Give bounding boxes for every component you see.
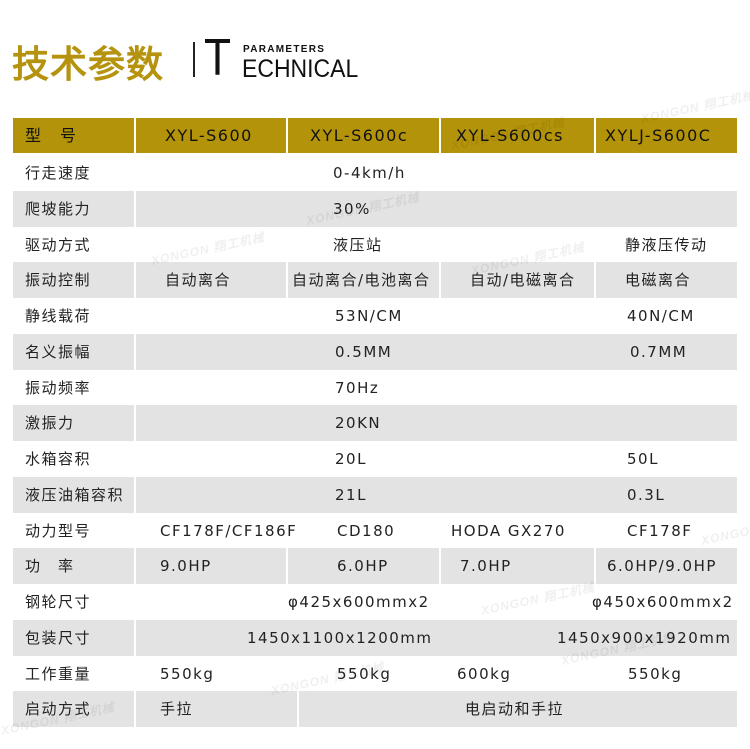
title-divider [193,42,195,77]
row-value: HODA GX270 [451,521,566,540]
row-value: 21L [335,485,367,504]
cell-divider [297,691,299,727]
row-value: 电磁离合 [625,271,692,290]
table-row: 名义振幅 0.5MM 0.7MM [13,333,737,370]
row-label: 振动频率 [25,378,92,397]
row-value: 自动离合/电池离合 [292,271,431,290]
row-value: 1450x900x1920mm [557,628,732,647]
row-value: 20KN [335,414,382,433]
model-header: XYL-S600 [165,126,253,145]
table-row: 启动方式 手拉 电启动和手拉 [13,691,737,727]
row-value: 30% [333,199,371,218]
row-value: φ450x600mmx2 [592,593,734,611]
row-value: φ425x600mmx2 [288,593,430,611]
row-label: 振动控制 [25,271,92,290]
table-row: 驱动方式 液压站 静液压传动 [13,227,737,263]
row-value: 600kg [457,664,512,683]
cell-divider [134,333,136,370]
table-row: 振动频率 70Hz [13,370,737,406]
row-value: 静液压传动 [625,235,708,254]
cell-divider [134,619,136,656]
row-value: 6.0HP/9.0HP [607,557,717,576]
row-value: 53N/CM [335,307,403,325]
spec-table: 型 号 XYL-S600 XYL-S600c XYL-S600cs XYLJ-S… [13,118,737,727]
table-row: 钢轮尺寸 φ425x600mmx2 φ450x600mmx2 [13,584,737,620]
row-label: 激振力 [25,414,75,433]
row-value: 0-4km/h [333,164,406,182]
row-label: 钢轮尺寸 [25,593,92,611]
row-label: 启动方式 [25,700,92,719]
row-label: 功 率 [25,557,75,576]
cell-divider [134,691,136,727]
table-header-row: 型 号 XYL-S600 XYL-S600c XYL-S600cs XYLJ-S… [13,118,737,153]
model-header: XYLJ-S600C [605,126,712,145]
model-header: XYL-S600c [310,126,409,145]
row-value: 自动/电磁离合 [470,271,576,290]
table-row: 液压油箱容积 21L 0.3L [13,476,737,513]
cell-divider [134,548,136,584]
title-en-initial: T [204,29,232,87]
cell-divider [134,476,136,513]
row-label: 行走速度 [25,164,92,182]
row-label: 工作重量 [25,664,92,683]
title-en-technical: ECHNICAL [242,55,359,83]
title-en-parameters: PARAMETERS [243,44,326,55]
row-value: CD180 [337,521,396,540]
header-label: 型 号 [25,126,78,145]
row-value: 40N/CM [627,307,695,325]
table-row: 激振力 20KN [13,405,737,441]
row-value: 9.0HP [160,557,212,576]
table-row: 爬坡能力 30% [13,190,737,227]
cell-divider [439,548,441,584]
table-row: 静线载荷 53N/CM 40N/CM [13,298,737,334]
table-row: 行走速度 0-4km/h [13,155,737,191]
row-value: 550kg [160,664,215,683]
cell-divider [594,262,596,298]
cell-divider [286,548,288,584]
table-row: 功 率 9.0HP 6.0HP 7.0HP 6.0HP/9.0HP [13,548,737,584]
row-value: 6.0HP [337,557,389,576]
row-value: 自动离合 [165,271,232,290]
row-value: 电启动和手拉 [465,700,565,719]
cell-divider [134,190,136,227]
row-value: 70Hz [335,378,380,397]
row-value: 20L [335,450,367,468]
table-row: 振动控制 自动离合 自动离合/电池离合 自动/电磁离合 电磁离合 [13,262,737,298]
model-header: XYL-S600cs [456,126,564,145]
cell-divider [134,262,136,298]
table-row: 包装尺寸 1450x1100x1200mm 1450x900x1920mm [13,619,737,656]
row-label: 包装尺寸 [25,628,92,647]
row-value: 0.5MM [335,342,393,361]
cell-divider [286,262,288,298]
row-value: 7.0HP [460,557,512,576]
table-row: 工作重量 550kg 550kg 600kg 550kg [13,656,737,692]
row-value: CF178F [627,521,693,540]
row-value: 1450x1100x1200mm [247,628,433,647]
row-value: 0.7MM [630,342,688,361]
row-label: 水箱容积 [25,450,92,468]
cell-divider [594,548,596,584]
table-row: 动力型号 CF178F/CF186F CD180 HODA GX270 CF178F [13,513,737,549]
row-label: 静线载荷 [25,307,92,325]
cell-divider [134,405,136,441]
row-value: 液压站 [333,235,383,254]
row-value: CF178F/CF186F [160,521,298,540]
row-value: 0.3L [627,485,666,504]
cell-divider [439,262,441,298]
row-label: 爬坡能力 [25,199,92,218]
table-row: 水箱容积 20L 50L [13,441,737,477]
row-label: 动力型号 [25,521,92,540]
row-value: 手拉 [160,700,194,719]
title-cn: 技术参数 [12,43,164,86]
row-label: 液压油箱容积 [25,485,125,504]
row-value: 550kg [628,664,683,683]
row-value: 550kg [337,664,392,683]
row-value: 50L [627,450,659,468]
row-label: 驱动方式 [25,235,92,254]
row-label: 名义振幅 [25,342,92,361]
